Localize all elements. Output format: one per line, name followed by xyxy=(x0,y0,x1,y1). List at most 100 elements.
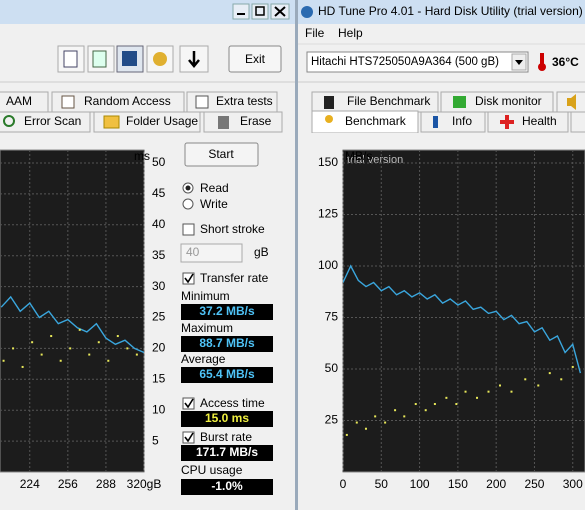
icon xyxy=(453,96,466,108)
y-tick-label: 50 xyxy=(152,155,166,169)
x-tick-label: 320gB xyxy=(127,477,162,491)
temperature: 36°C xyxy=(552,55,579,69)
access-point xyxy=(2,359,5,362)
plot-area xyxy=(342,149,585,473)
stat-label: CPU usage xyxy=(181,463,243,477)
access-point xyxy=(414,403,417,406)
checkbox[interactable] xyxy=(182,431,195,444)
y-tick-label: 50 xyxy=(325,361,339,375)
transfer-line xyxy=(0,295,144,354)
thermometer xyxy=(540,53,544,65)
icon xyxy=(122,51,137,66)
start-label: Start xyxy=(208,147,234,161)
icon xyxy=(61,95,75,109)
charts: ms 5 10 15 20 25 30 35 40 45 50 224 256 288 320gB trial… xyxy=(0,149,585,491)
right-tabs: File Benchmark Disk monitor Benchmark In… xyxy=(311,91,585,134)
value-box xyxy=(181,445,273,461)
access-point xyxy=(78,328,81,331)
access-point xyxy=(537,384,540,387)
exit-label: Exit xyxy=(245,52,266,66)
x-tick-label: 250 xyxy=(524,477,544,491)
drive-label: Hitachi HTS725050A9A364 (500 gB) xyxy=(311,56,499,68)
tab-label: Extra tests xyxy=(216,94,273,108)
drive-select[interactable] xyxy=(306,51,529,73)
checkbox[interactable] xyxy=(182,223,195,236)
y-tick-label: 15 xyxy=(152,371,166,385)
start-button[interactable] xyxy=(184,142,259,167)
access-point xyxy=(548,372,551,375)
x-tick-label: 0 xyxy=(340,477,347,491)
icon xyxy=(188,51,200,68)
series-group xyxy=(0,295,144,368)
value-box xyxy=(181,304,273,320)
stat-value: 37.2 MB/s xyxy=(199,304,255,318)
access-point xyxy=(384,421,387,424)
right-title-bar xyxy=(298,0,585,24)
toolbar-button[interactable] xyxy=(116,45,144,73)
access-point xyxy=(487,390,490,393)
value-box xyxy=(181,411,273,427)
watermark: trial version xyxy=(347,154,403,166)
access-point xyxy=(31,341,34,344)
y-tick-label: 25 xyxy=(152,310,166,324)
thermometer xyxy=(538,63,546,71)
window-border xyxy=(295,0,298,510)
checkbox[interactable] xyxy=(182,272,195,285)
icon xyxy=(153,52,167,66)
access-point xyxy=(126,347,129,350)
toolbar-button[interactable] xyxy=(57,45,85,73)
minimize-button[interactable] xyxy=(232,3,250,20)
stat-label: Maximum xyxy=(181,321,233,335)
access-point xyxy=(355,421,358,424)
toolbar: Exit xyxy=(57,45,282,73)
access-point xyxy=(345,433,348,436)
access-point xyxy=(424,409,427,412)
tab-label: Health xyxy=(522,114,557,128)
access-point xyxy=(476,396,479,399)
check xyxy=(184,432,194,443)
tab[interactable] xyxy=(93,111,201,133)
access-point xyxy=(455,403,458,406)
menu-item[interactable]: File xyxy=(305,26,325,40)
tab-label: Erase xyxy=(240,114,272,128)
icon xyxy=(567,94,576,110)
x-tick-label: 224 xyxy=(20,477,40,491)
menu-item[interactable]: Help xyxy=(338,26,363,40)
y-tick-label: 25 xyxy=(325,413,339,427)
check xyxy=(184,273,194,284)
access-point xyxy=(364,427,367,430)
access-point xyxy=(445,396,448,399)
access-point xyxy=(464,390,467,393)
y-tick-label: 40 xyxy=(152,217,166,231)
x-tick-label: 300 xyxy=(563,477,583,491)
tab-label: Folder Usage xyxy=(126,114,198,128)
side-panel: Start Read Write Short stroke 40 gB Tran… xyxy=(180,142,273,495)
y-tick-label: 35 xyxy=(152,248,166,262)
exit-button[interactable] xyxy=(228,45,282,73)
y-tick-label: 30 xyxy=(152,279,166,293)
access-point xyxy=(498,384,501,387)
stat-value: 88.7 MB/s xyxy=(199,336,255,350)
x-tick-label: 50 xyxy=(375,477,389,491)
access-point xyxy=(12,347,15,350)
tab[interactable] xyxy=(570,111,585,133)
access-point xyxy=(403,415,406,418)
tab[interactable] xyxy=(0,111,91,133)
access-point xyxy=(135,353,138,356)
radio-dot xyxy=(185,185,191,191)
access-point xyxy=(97,341,100,344)
access-point xyxy=(510,390,513,393)
icon xyxy=(92,50,107,68)
spin-box[interactable] xyxy=(180,243,243,263)
icon xyxy=(63,50,78,68)
x-tick-label: 200 xyxy=(486,477,506,491)
y-tick-label: 75 xyxy=(325,310,339,324)
checkbox-label: Burst rate xyxy=(200,430,252,444)
tab-label: File Benchmark xyxy=(347,94,431,108)
checkbox[interactable] xyxy=(182,397,195,410)
radio[interactable] xyxy=(182,198,194,210)
stat-value: 65.4 MB/s xyxy=(199,367,255,381)
icon xyxy=(515,60,523,65)
